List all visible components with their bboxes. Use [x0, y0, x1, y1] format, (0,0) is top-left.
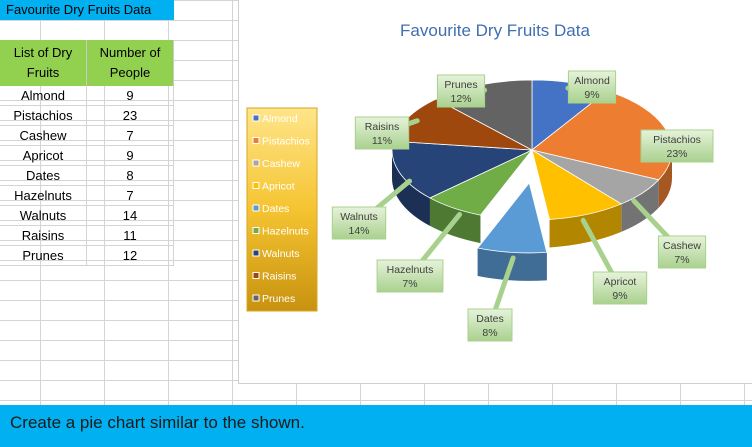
legend-swatch-prunes: [252, 294, 260, 302]
label-percent: 9%: [612, 290, 627, 302]
label-percent: 23%: [666, 148, 687, 160]
fruit-name-cell[interactable]: Almond: [0, 86, 87, 106]
legend-swatch-almond: [252, 114, 260, 122]
table-row[interactable]: Dates 8: [0, 166, 174, 186]
table-row[interactable]: Hazelnuts 7: [0, 186, 174, 206]
label-box: [436, 74, 486, 108]
data-label-raisins: Raisins 11%: [354, 116, 420, 150]
fruit-name-cell[interactable]: Cashew: [0, 126, 87, 146]
label-box: [376, 259, 444, 293]
column-header-fruits[interactable]: List of Dry Fruits: [0, 40, 87, 86]
legend-label-apricot: Apricot: [262, 181, 295, 193]
legend-label-prunes: Prunes: [262, 293, 295, 305]
label-name: Raisins: [365, 121, 399, 133]
label-name: Almond: [574, 75, 610, 87]
table-row[interactable]: Pistachios 23: [0, 106, 174, 126]
data-label-walnuts: Walnuts 14%: [331, 178, 413, 240]
instruction-text: Create a pie chart similar to the shown.: [10, 413, 305, 432]
label-percent: 12%: [450, 93, 471, 105]
label-percent: 8%: [482, 327, 497, 339]
label-box: [592, 271, 648, 305]
pie-chart-svg: Favourite Dry Fruits Data Almond Pistachi…: [246, 21, 714, 342]
label-name: Pistachios: [653, 134, 701, 146]
slice-apricot[interactable]: [531, 149, 623, 220]
column-header-people[interactable]: Number of People: [87, 40, 174, 86]
label-name: Cashew: [663, 240, 701, 252]
label-name: Dates: [476, 313, 503, 325]
legend-label-walnuts: Walnuts: [262, 248, 300, 260]
label-percent: 9%: [584, 89, 599, 101]
data-label-hazelnuts: Hazelnuts 7%: [376, 211, 463, 293]
fruit-name-cell[interactable]: Raisins: [0, 226, 87, 246]
fruit-name-cell[interactable]: Prunes: [0, 246, 87, 266]
chart-title: Favourite Dry Fruits Data: [400, 21, 590, 40]
people-count-cell[interactable]: 7: [87, 126, 174, 146]
data-label-almond: Almond 9%: [565, 70, 617, 104]
legend-swatch-dates: [252, 204, 260, 212]
people-count-cell[interactable]: 12: [87, 246, 174, 266]
legend-label-hazelnuts: Hazelnuts: [262, 226, 309, 238]
legend-swatch-walnuts: [252, 249, 260, 257]
slice-side-pistachios: [658, 150, 672, 208]
legend-label-dates: Dates: [262, 203, 289, 215]
table-row[interactable]: Cashew 7: [0, 126, 174, 146]
legend-swatch-apricot: [252, 182, 260, 189]
people-count-cell[interactable]: 11: [87, 226, 174, 246]
label-box: [467, 308, 513, 342]
slice-side-walnuts: [392, 150, 430, 226]
label-box: [640, 129, 714, 163]
table-row[interactable]: Apricot 9: [0, 146, 174, 166]
data-label-apricot: Apricot 9%: [580, 217, 648, 305]
label-percent: 7%: [674, 254, 689, 266]
slice-dates[interactable]: [476, 182, 548, 254]
table-row[interactable]: Walnuts 14: [0, 206, 174, 226]
people-count-cell[interactable]: 9: [87, 146, 174, 166]
label-name: Walnuts: [340, 211, 378, 223]
table-row[interactable]: Raisins 11: [0, 226, 174, 246]
label-percent: 7%: [402, 278, 417, 290]
data-label-cashew: Cashew 7%: [631, 198, 707, 269]
legend-label-almond: Almond: [262, 113, 298, 125]
people-count-cell[interactable]: 7: [87, 186, 174, 206]
people-count-cell[interactable]: 9: [87, 86, 174, 106]
legend-label-cashew: Cashew: [262, 158, 300, 170]
data-label-dates: Dates 8%: [467, 255, 516, 342]
instruction-bar: Create a pie chart similar to the shown.: [0, 405, 752, 447]
data-label-prunes: Prunes 12%: [436, 74, 488, 108]
label-percent: 11%: [372, 135, 392, 147]
table-row[interactable]: Prunes 12: [0, 246, 174, 266]
people-count-cell[interactable]: 8: [87, 166, 174, 186]
table-row[interactable]: Almond 9: [0, 86, 174, 106]
label-box: [331, 206, 387, 240]
fruit-name-cell[interactable]: Pistachios: [0, 106, 87, 126]
label-name: Prunes: [444, 79, 477, 91]
label-box: [567, 70, 617, 104]
people-count-cell[interactable]: 23: [87, 106, 174, 126]
legend-swatch-raisins: [252, 272, 260, 279]
label-box: [657, 235, 707, 269]
data-label-pistachios: Pistachios 23%: [640, 129, 714, 163]
fruit-name-cell[interactable]: Apricot: [0, 146, 87, 166]
legend-swatch-hazelnuts: [252, 227, 260, 234]
label-percent: 14%: [348, 225, 369, 237]
legend-swatch-cashew: [252, 159, 260, 167]
sheet-title-cell[interactable]: Favourite Dry Fruits Data: [0, 0, 174, 20]
legend-swatch-pistachios: [252, 137, 260, 144]
fruit-name-cell[interactable]: Walnuts: [0, 206, 87, 226]
fruit-name-cell[interactable]: Hazelnuts: [0, 186, 87, 206]
label-name: Apricot: [604, 276, 637, 288]
people-count-cell[interactable]: 14: [87, 206, 174, 226]
label-box: [354, 116, 410, 150]
legend-label-raisins: Raisins: [262, 271, 296, 283]
label-name: Hazelnuts: [387, 264, 434, 276]
legend-label-pistachios: Pistachios: [262, 136, 310, 148]
pie-chart[interactable]: Favourite Dry Fruits Data Almond Pistachi…: [238, 0, 752, 384]
fruit-name-cell[interactable]: Dates: [0, 166, 87, 186]
